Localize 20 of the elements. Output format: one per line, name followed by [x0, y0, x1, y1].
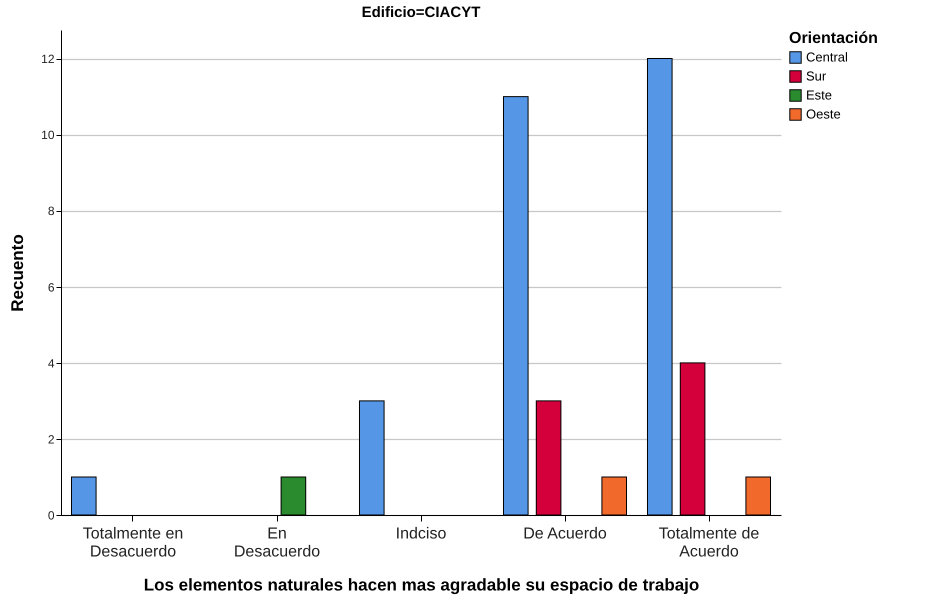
legend-label: Oeste: [806, 106, 841, 122]
y-axis-title: Recuento: [8, 234, 28, 312]
y-tick-label: 0: [48, 508, 55, 522]
legend-label: Sur: [806, 68, 827, 84]
y-tick-label: 10: [41, 128, 55, 142]
y-tick-label: 12: [41, 52, 55, 66]
x-axis-title: Los elementos naturales hacen mas agradable su espacio de trabajo: [144, 576, 700, 594]
y-tick-label: 2: [48, 432, 55, 446]
y-tick-label: 8: [48, 204, 55, 218]
x-tick-label: De Acuerdo: [523, 526, 607, 542]
x-tick-label: Totalmente de Acuerdo: [658, 526, 760, 560]
legend-label: Central: [806, 50, 848, 64]
x-tick-label: Indciso: [396, 526, 446, 542]
legend-title: Orientación: [789, 30, 878, 47]
y-tick-label: 6: [48, 280, 55, 294]
x-tick-label: Totalmente en Desacuerdo: [82, 526, 184, 560]
y-tick-label: 4: [48, 356, 55, 370]
legend-label: Este: [806, 88, 832, 102]
chart-title: Edificio=CIACYT: [362, 4, 480, 21]
x-tick-label: En Desacuerdo: [234, 526, 320, 560]
